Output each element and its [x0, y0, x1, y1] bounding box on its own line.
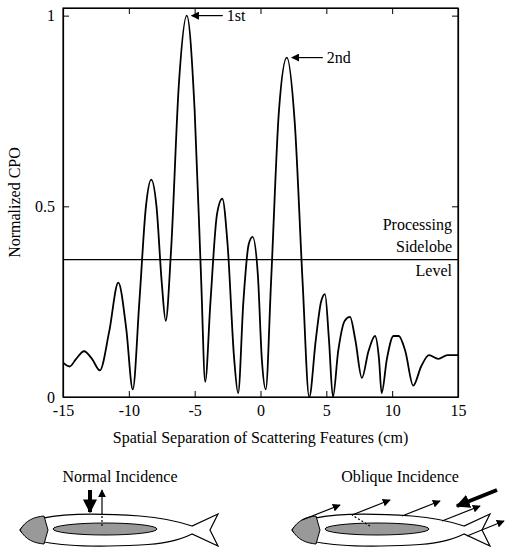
tick-mark: [326, 391, 327, 397]
echo-arrow: [467, 521, 504, 536]
axis-line: [64, 397, 459, 398]
tick-mark: [195, 391, 196, 397]
fish-head: [20, 516, 48, 544]
echo-arrow: [352, 500, 390, 515]
tick-mark: [195, 8, 196, 14]
sidelobe-label: Processing Sidelobe Level: [383, 216, 453, 279]
axis-yticks: 00.51: [35, 7, 69, 405]
tick-label: -15: [53, 402, 74, 419]
axis-xticks: -15 -10 -5 0 5 10 15: [53, 391, 467, 419]
annotation-arrow: [292, 57, 323, 58]
tick: [129, 8, 130, 14]
tick: -5: [189, 391, 202, 419]
tick: 1: [47, 7, 69, 24]
sidelobe-label-line: Level: [416, 262, 453, 279]
tick: [261, 8, 262, 14]
caption: Oblique Incidence: [341, 468, 459, 486]
swim-bladder: [325, 523, 429, 535]
tick-mark: [129, 8, 130, 14]
incident-arrow: [88, 490, 92, 512]
incident-arrow: [457, 490, 497, 506]
tick: [452, 206, 458, 207]
tick-mark: [392, 8, 393, 14]
tick-label: -5: [189, 402, 202, 419]
swim-bladder: [53, 523, 157, 535]
x-axis-title: Spatial Separation of Scattering Feature…: [113, 429, 408, 447]
axis-line: [63, 9, 64, 398]
plot-area: [63, 16, 458, 397]
tick: 0: [47, 389, 69, 406]
tick-label: 5: [323, 402, 331, 419]
tick-mark: [129, 391, 130, 397]
fish-body: [292, 514, 490, 546]
annotation-arrow: [192, 15, 223, 16]
tick: [195, 8, 196, 14]
tick-mark: [261, 391, 262, 397]
tick-mark: [326, 8, 327, 14]
caption: Normal Incidence: [62, 468, 177, 485]
tick-label: 10: [385, 402, 401, 419]
fish: [20, 490, 218, 546]
echo-arrow: [101, 514, 102, 526]
tick-label: 0: [257, 402, 265, 419]
sidelobe-level-line: [63, 259, 458, 260]
sidelobe-label-line: Processing: [383, 216, 452, 234]
annotation-label: 2nd: [327, 49, 351, 66]
tick: 10: [385, 391, 401, 419]
tick-label: 0.5: [35, 198, 55, 215]
echo-arrow: [402, 501, 440, 516]
tick-label: 15: [451, 402, 467, 419]
annotation-label: 1st: [227, 7, 246, 24]
tick-mark: [392, 391, 393, 397]
cpo-line: [63, 16, 458, 397]
tick: [452, 397, 458, 398]
tick-mark: [261, 8, 262, 14]
tick-label: -10: [119, 402, 140, 419]
tick-label: 1: [47, 7, 55, 24]
tick-mark: [452, 397, 458, 398]
echo-arrow: [302, 505, 340, 520]
tick-mark: [63, 397, 69, 398]
tick-mark: [452, 206, 458, 207]
tick: [326, 8, 327, 14]
echo-arrow: [442, 506, 480, 521]
tick: 0: [257, 391, 265, 419]
y-axis-title: Normalized CPO: [6, 147, 23, 258]
tick-label: 0: [47, 389, 55, 406]
tick-mark: [63, 16, 69, 17]
echo-arrow: [352, 515, 370, 526]
fish: [292, 490, 504, 546]
axis-line: [458, 9, 459, 398]
sidelobe-label-line: Sidelobe: [396, 238, 452, 255]
tick: 5: [323, 391, 331, 419]
axis-xticks: [64, 8, 459, 14]
tick: -10: [119, 391, 140, 419]
tick: [392, 8, 393, 14]
chart: -15-10-505101500.51Spatial Separation of…: [0, 0, 520, 557]
echo-arrow: [101, 490, 102, 514]
axis-yticks: [452, 9, 459, 398]
tick: [452, 16, 458, 17]
fish-body: [20, 514, 218, 546]
plot-frame: [63, 8, 458, 397]
tick-mark: [63, 206, 69, 207]
tick: 0.5: [35, 198, 69, 215]
fish-head: [292, 516, 320, 544]
tick-mark: [452, 16, 458, 17]
